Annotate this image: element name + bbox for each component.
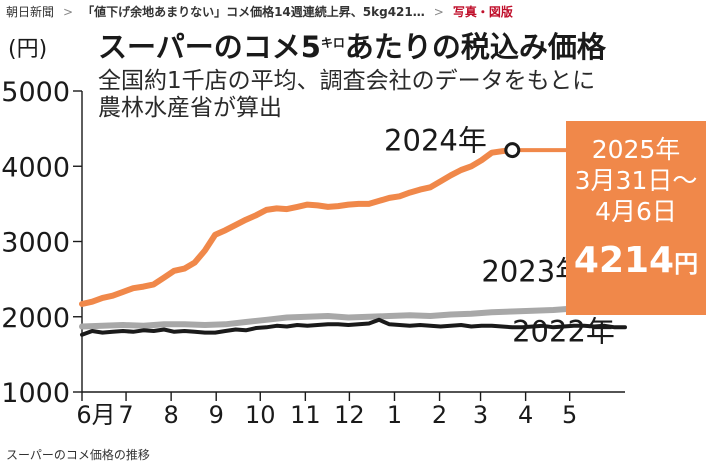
x-tick-label: 10 [245, 401, 276, 429]
x-tick-label: 7 [118, 401, 133, 429]
breadcrumb-article-link[interactable]: 「値下げ余地あまりない」コメ価格14週連続上昇、5kg421… [82, 5, 425, 19]
callout-box [566, 121, 706, 315]
chart-figure[interactable]: (円) スーパーのコメ5キロあたりの税込み価格 全国約1千店の平均、調査会社のデ… [0, 24, 715, 444]
y-tick-label: 5000 [1, 77, 70, 108]
y-tick-label: 1000 [1, 378, 70, 409]
breadcrumb-separator: > [433, 5, 444, 19]
callout-date-text: 2025年 [592, 135, 681, 164]
series-line-2024年 [79, 147, 516, 307]
callout-value: 4214円 [574, 240, 698, 281]
x-tick-label: 4 [518, 401, 533, 429]
callout-date-text: 3月31日～ [575, 166, 698, 195]
x-tick-label: 11 [290, 401, 321, 429]
breadcrumb: 朝日新聞 > 「値下げ余地あまりない」コメ価格14週連続上昇、5kg421… > 写真・… [6, 2, 709, 22]
x-tick-label: 3 [473, 401, 488, 429]
chart-title: スーパーのコメ5キロあたりの税込み価格 [98, 30, 607, 64]
x-tick-label: 8 [163, 401, 178, 429]
latest-point-marker [504, 142, 521, 159]
callout-date-text: 4月6日 [595, 197, 677, 226]
breadcrumb-site-link[interactable]: 朝日新聞 [6, 5, 55, 19]
y-tick-label: 4000 [1, 152, 70, 183]
breadcrumb-current[interactable]: 写真・図版 [452, 5, 513, 19]
series-label: 2022年 [512, 315, 615, 349]
y-unit-label: (円) [8, 37, 47, 62]
figure-caption: スーパーのコメ価格の推移 [6, 448, 150, 462]
rice-price-chart: (円) スーパーのコメ5キロあたりの税込み価格 全国約1千店の平均、調査会社のデ… [1, 30, 706, 429]
x-tick-label: 2 [432, 401, 447, 429]
x-tick-label: 9 [209, 401, 224, 429]
series-label: 2024年 [384, 123, 487, 157]
y-tick-label: 2000 [1, 303, 70, 334]
series-line-2022年 [80, 317, 627, 337]
x-tick-label: 12 [334, 401, 365, 429]
series-line-2023年 [79, 302, 628, 330]
chart-subtitle-line-2: 農林水産省が算出 [98, 95, 282, 121]
x-tick-label: 1 [387, 401, 402, 429]
x-tick-label: 6月 [76, 401, 115, 429]
breadcrumb-separator: > [63, 5, 74, 19]
y-tick-label: 3000 [1, 228, 70, 259]
x-tick-label: 5 [562, 401, 577, 429]
chart-subtitle-line-1: 全国約1千店の平均、調査会社のデータをもとに [98, 68, 595, 94]
